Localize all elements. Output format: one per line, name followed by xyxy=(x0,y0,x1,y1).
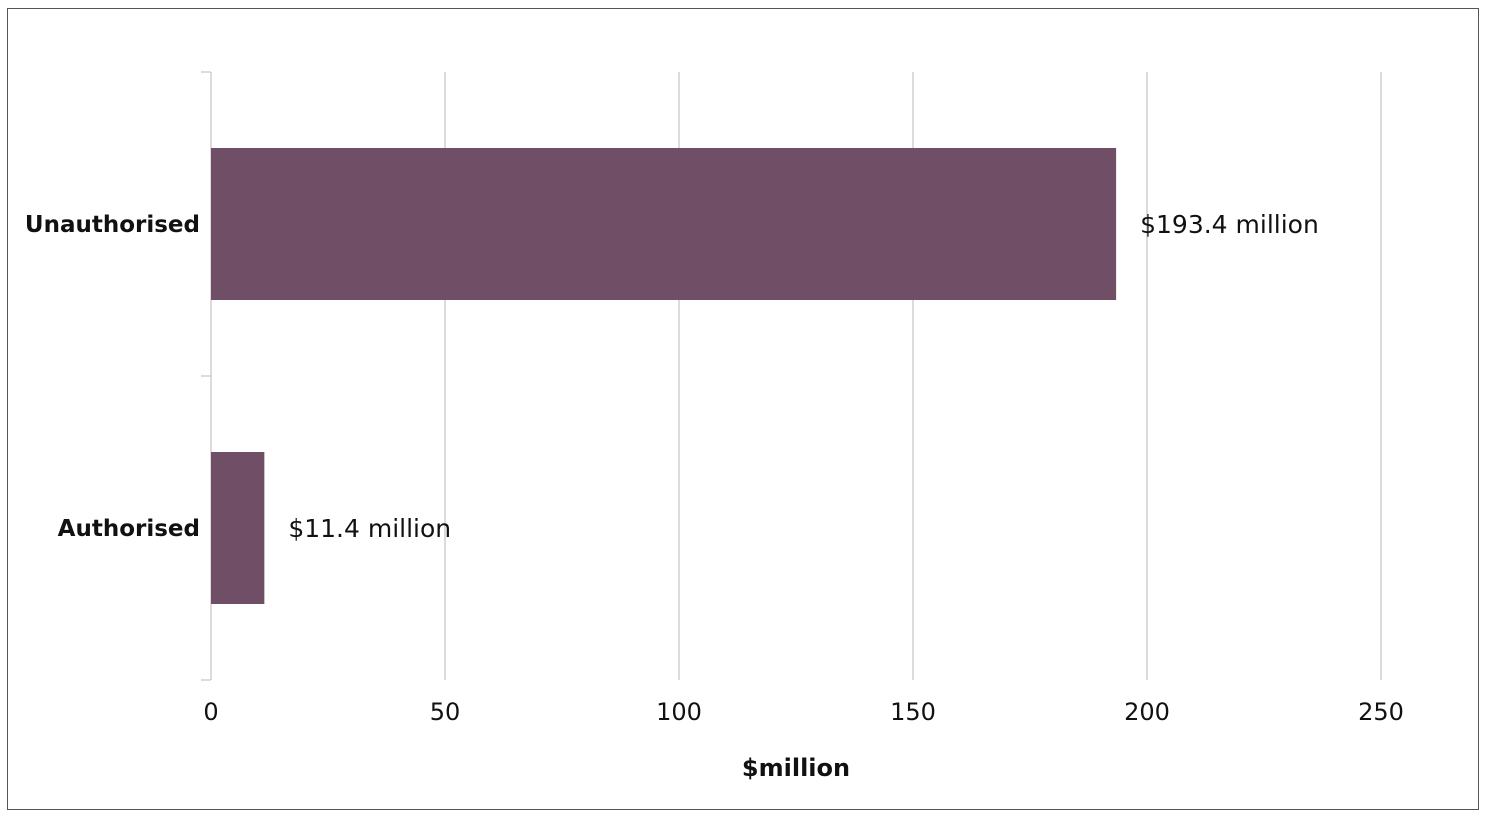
x-tick-label-0: 0 xyxy=(203,698,218,726)
category-labels: Unauthorised Authorised xyxy=(25,212,200,542)
x-tick-label-200: 200 xyxy=(1124,698,1170,726)
x-tick-label-250: 250 xyxy=(1358,698,1404,726)
bar-authorised xyxy=(211,452,265,604)
bar-unauthorised xyxy=(211,148,1117,300)
data-labels: $193.4 million $11.4 million xyxy=(288,210,1318,543)
data-label-authorised: $11.4 million xyxy=(288,514,451,543)
x-axis-title: $million xyxy=(742,754,850,782)
x-tick-label-100: 100 xyxy=(656,698,702,726)
bars xyxy=(211,148,1117,604)
x-axis-ticks: 0 50 100 150 200 250 xyxy=(203,698,1404,726)
category-axis xyxy=(201,71,212,681)
x-tick-label-150: 150 xyxy=(890,698,936,726)
chart-frame xyxy=(7,8,1479,810)
category-label-unauthorised: Unauthorised xyxy=(25,212,200,238)
category-label-authorised: Authorised xyxy=(58,516,200,542)
x-tick-label-50: 50 xyxy=(430,698,461,726)
data-label-unauthorised: $193.4 million xyxy=(1140,210,1319,239)
